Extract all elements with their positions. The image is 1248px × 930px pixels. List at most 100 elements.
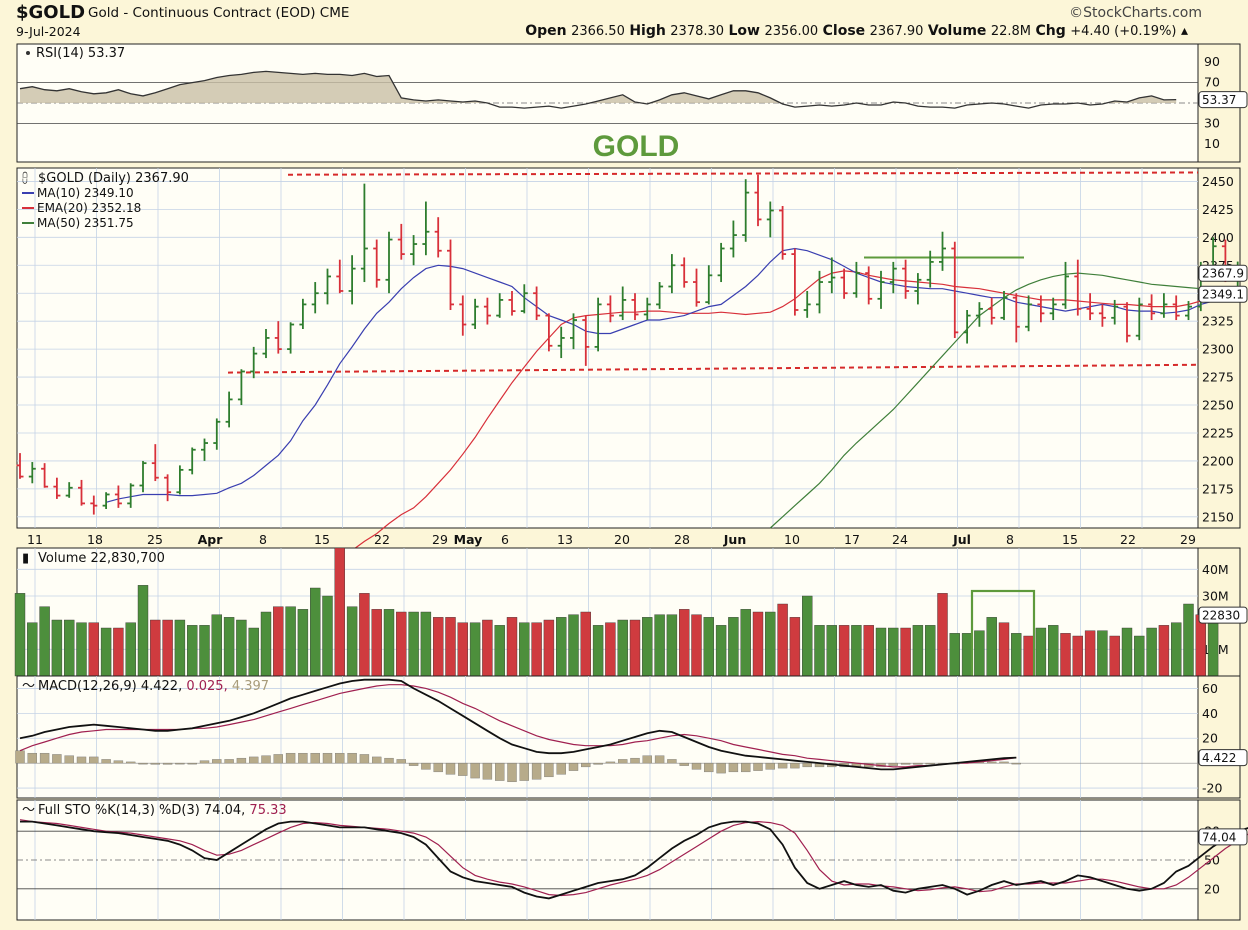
volume-bar (679, 609, 690, 677)
date-axis-label: 20 (614, 532, 630, 547)
price-bar (65, 482, 73, 498)
price-bar (606, 295, 614, 323)
macd-histogram-bar (113, 760, 124, 764)
volume-bar (199, 625, 210, 677)
date-axis-label: 29 (432, 532, 448, 547)
volume-bar (654, 614, 665, 677)
price-bar (705, 265, 713, 305)
date-axis-label: 15 (314, 532, 330, 547)
price-tick-label: 2300 (1202, 342, 1234, 357)
volume-bar (1084, 630, 1096, 677)
volume-bar (27, 622, 38, 677)
price-bar (496, 293, 504, 318)
volume-bar (211, 614, 223, 677)
volume-bar (937, 593, 948, 677)
price-bar (164, 474, 172, 502)
macd-histogram-bar (27, 752, 37, 764)
macd-icon: 〜 (22, 679, 35, 694)
volume-bar (39, 606, 50, 677)
volume-bar (1170, 622, 1182, 677)
date-axis: 11 18 25 Apr 8 15 22 29 May 6 13 20 28 Jun 10 17 24 Jul 8 1… (27, 532, 1196, 547)
volume-bar (1146, 627, 1157, 677)
price-bar (201, 438, 208, 461)
price-bar (1123, 302, 1131, 343)
price-bar (287, 322, 295, 354)
volume-bar (925, 625, 936, 677)
macd-histogram-bar (999, 761, 1009, 764)
date-axis-label: May (454, 532, 483, 547)
sto-k-line (20, 820, 1248, 900)
volume-bar (359, 593, 370, 677)
volume-bar (875, 627, 887, 677)
last-close-label-box (1198, 264, 1248, 282)
price-bar (311, 282, 319, 314)
volume-value: 22.8M (990, 24, 1032, 39)
volume-bar (556, 617, 567, 677)
macd-histogram-bar (175, 762, 185, 765)
price-bar (594, 297, 602, 352)
price-bar (754, 174, 762, 227)
price-bar (643, 297, 651, 321)
brand-logo[interactable]: ©StockCharts.com (1069, 5, 1202, 21)
price-bar (274, 321, 282, 354)
macd-histogram-bar (495, 762, 505, 781)
volume-bar (851, 625, 862, 677)
macd-histogram-bar (298, 752, 308, 764)
date-axis-label: 25 (147, 532, 163, 547)
chg-value: +4.40 (+0.19%) (1070, 24, 1177, 39)
volume-bar (88, 622, 100, 677)
macd-tick-label: -20 (1202, 781, 1222, 796)
macd-tick-label: 60 (1202, 681, 1218, 696)
volume-title: Volume 22,830,700 (38, 551, 165, 566)
price-bar (397, 223, 405, 260)
macd-panel: 60 40 20 -20 〜 MACD(12,26,9) 4.422, 0.025, 4.… (15, 675, 1248, 799)
volume-bar (162, 619, 173, 677)
macd-histogram-bar (753, 762, 763, 771)
volume-bar (469, 622, 481, 677)
macd-histogram-bar (630, 757, 640, 764)
price-bar (385, 231, 393, 294)
price-tick-label: 2225 (1202, 425, 1234, 440)
price-bar (803, 290, 811, 318)
price-bar (422, 201, 430, 256)
price-bar (324, 268, 331, 305)
description: Gold - Continuous Contract (EOD) CME (88, 5, 349, 21)
price-tick-label: 2425 (1202, 202, 1234, 217)
price-bar (1037, 295, 1045, 323)
chart-date: 9-Jul-2024 (16, 24, 81, 39)
macd-histogram-bar (507, 762, 517, 783)
price-bar (1185, 301, 1192, 321)
volume-bar (949, 633, 960, 677)
price-bar (1160, 293, 1168, 318)
volume-bar (998, 622, 1010, 677)
symbol: $GOLD (16, 2, 86, 23)
rsi-title: RSI(14) 53.37 (36, 46, 125, 61)
macd-histogram-bar (199, 760, 210, 764)
volume-tick-label: 40M (1202, 562, 1229, 577)
date-axis-label: 22 (1120, 532, 1136, 547)
macd-histogram-bar (52, 754, 62, 764)
volume-bar (506, 617, 518, 677)
price-bar (336, 259, 344, 294)
volume-bar (346, 606, 358, 677)
volume-bar (1109, 635, 1120, 677)
price-bar (840, 268, 848, 299)
volume-bar (974, 630, 985, 677)
price-bar (102, 492, 110, 509)
price-bar (53, 477, 61, 499)
volume-bar (961, 633, 973, 677)
macd-histogram-bar (408, 762, 419, 766)
volume-bar (236, 619, 247, 677)
volume-bar (408, 611, 419, 677)
volume-bar (765, 611, 776, 677)
macd-value-label: 4.422 (1202, 751, 1236, 765)
volume-bar (1195, 614, 1207, 677)
volume-bar (273, 606, 284, 677)
macd-histogram-bar (359, 754, 370, 764)
macd-histogram-bar (125, 761, 136, 764)
rsi-tick-label: 70 (1204, 75, 1220, 90)
macd-histogram-bar (741, 762, 751, 773)
low-value: 2356.00 (764, 24, 819, 39)
